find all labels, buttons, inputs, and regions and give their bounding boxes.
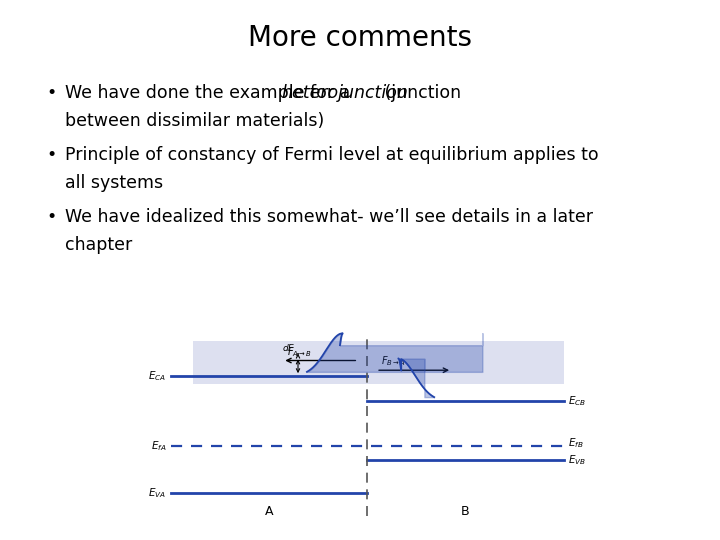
Text: $E_{fB}$: $E_{fB}$ <box>568 436 584 450</box>
Text: A: A <box>265 505 274 518</box>
Text: We have idealized this somewhat- we’ll see details in a later: We have idealized this somewhat- we’ll s… <box>65 208 593 226</box>
Text: •: • <box>47 146 57 164</box>
Bar <box>193 341 564 384</box>
Text: We have done the example for a: We have done the example for a <box>65 84 356 102</box>
Text: between dissimilar materials): between dissimilar materials) <box>65 112 324 130</box>
Text: $E_{fA}$: $E_{fA}$ <box>150 439 166 453</box>
Text: $E_{CA}$: $E_{CA}$ <box>148 369 166 383</box>
Text: B: B <box>461 505 469 518</box>
Text: More comments: More comments <box>248 24 472 52</box>
Text: $E_{CB}$: $E_{CB}$ <box>568 394 586 408</box>
Text: heterojunction: heterojunction <box>282 84 408 102</box>
Text: chapter: chapter <box>65 236 132 254</box>
Text: all systems: all systems <box>65 174 163 192</box>
Text: •: • <box>47 84 57 102</box>
Text: $E_{VB}$: $E_{VB}$ <box>568 453 586 467</box>
Text: $F_{B\rightarrow A}$: $F_{B\rightarrow A}$ <box>381 354 405 368</box>
Text: $E_{VA}$: $E_{VA}$ <box>148 486 166 500</box>
Text: •: • <box>47 208 57 226</box>
Text: $F_{A\rightarrow B}$: $F_{A\rightarrow B}$ <box>287 345 312 359</box>
Text: Principle of constancy of Fermi level at equilibrium applies to: Principle of constancy of Fermi level at… <box>65 146 598 164</box>
Text: (junction: (junction <box>379 84 462 102</box>
Text: $dE$: $dE$ <box>282 342 296 353</box>
